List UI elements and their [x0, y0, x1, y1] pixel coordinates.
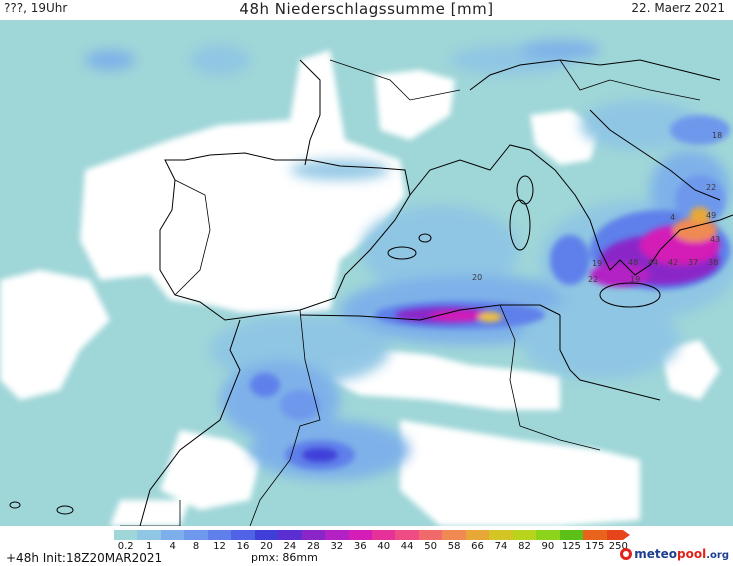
country-borders	[120, 59, 701, 526]
map-footer: 0.2 1 4 8 12 16 20 24 28 32 36 40 44 50 58 66 74 82 90 125 1…	[0, 526, 733, 566]
legend-label: 50	[424, 541, 437, 552]
legend-label: 125	[561, 541, 581, 552]
legend-swatch	[559, 530, 584, 540]
legend-label: 16	[236, 541, 250, 552]
legend-swatch	[348, 530, 372, 540]
legend-swatch	[301, 530, 326, 540]
value-label: 49	[706, 211, 716, 220]
legend-label: 4	[169, 541, 176, 552]
value-label: 38	[708, 258, 718, 267]
value-label: 44	[648, 258, 658, 267]
legend-swatch	[583, 530, 607, 540]
value-label: 22	[706, 183, 716, 192]
value-label: 20	[472, 273, 482, 282]
legend-label: 250	[608, 541, 628, 552]
logo-icon	[620, 548, 633, 560]
max-value-labels: 18 22 49 4 43 19 48 44 42 37 38 20 22 19	[472, 131, 722, 284]
value-label: 22	[588, 275, 598, 284]
legend-label: 74	[494, 541, 508, 552]
legend-swatch	[254, 530, 279, 540]
legend-swatch	[278, 530, 302, 540]
value-label: 37	[688, 258, 698, 267]
value-label: 42	[668, 258, 678, 267]
legend-label: 90	[541, 541, 555, 552]
legend-label: 12	[213, 541, 226, 552]
value-label: 4	[670, 213, 675, 222]
precipitation-map: 18 22 49 4 43 19 48 44 42 37 38 20 22 19	[0, 20, 733, 526]
legend-swatch	[442, 530, 466, 540]
legend-label: 0.2	[117, 541, 134, 552]
coastlines	[9, 59, 733, 526]
legend-label: 58	[447, 541, 461, 552]
legend-label: 28	[306, 541, 320, 552]
legend-label: 20	[260, 541, 273, 552]
legend-swatch	[489, 530, 513, 540]
legend-swatch	[160, 530, 185, 540]
map-canvas: 18 22 49 4 43 19 48 44 42 37 38 20 22 19	[0, 20, 733, 526]
legend-swatch	[418, 530, 443, 540]
legend-labels: 0.2 1 4 8 12 16 20 24 28 32 36 40 44 50 58 66 74 82 90 125 1…	[114, 540, 634, 552]
map-header: ???, 19Uhr 48h Niederschlagssumme [mm] 2…	[0, 0, 733, 20]
legend-label: 1	[145, 541, 153, 552]
forecast-time-label: ???, 19Uhr	[4, 1, 68, 15]
legend-swatch	[606, 530, 630, 540]
legend-swatch	[395, 530, 419, 540]
meteopool-logo[interactable]: meteopool.org	[620, 547, 729, 561]
legend-label: 40	[377, 541, 391, 552]
legend-swatch	[231, 530, 255, 540]
legend-swatch	[137, 530, 161, 540]
value-label: 18	[712, 131, 722, 140]
legend-label: 36	[353, 541, 367, 552]
forecast-date: 22. Maerz 2021	[631, 1, 725, 15]
legend-swatch	[207, 530, 232, 540]
legend-label: 66	[471, 541, 484, 552]
legend-swatch	[465, 530, 490, 540]
legend-label: 8	[192, 541, 200, 552]
legend-swatch	[325, 530, 349, 540]
legend-label: 24	[283, 541, 297, 552]
value-label: 43	[710, 235, 720, 244]
value-label: 19	[630, 275, 640, 284]
legend-label: 82	[518, 541, 531, 552]
legend-swatch	[114, 530, 138, 540]
map-title: 48h Niederschlagssumme [mm]	[239, 0, 494, 18]
legend-label: 44	[400, 541, 414, 552]
legend-color-bar	[114, 530, 634, 540]
init-time-label: +48h Init:18Z20MAR2021	[6, 551, 163, 565]
legend-swatch	[371, 530, 396, 540]
max-precip-label: pmx: 86mm	[251, 551, 318, 564]
legend-label: 32	[330, 541, 344, 552]
intense-precip	[302, 207, 720, 462]
value-label: 48	[628, 258, 638, 267]
color-legend: 0.2 1 4 8 12 16 20 24 28 32 36 40 44 50 58 66 74 82 90 125 1…	[114, 530, 634, 552]
legend-swatch	[536, 530, 560, 540]
legend-swatch	[512, 530, 537, 540]
legend-swatch	[184, 530, 208, 540]
value-label: 19	[592, 259, 602, 268]
legend-label: 175	[585, 541, 605, 552]
